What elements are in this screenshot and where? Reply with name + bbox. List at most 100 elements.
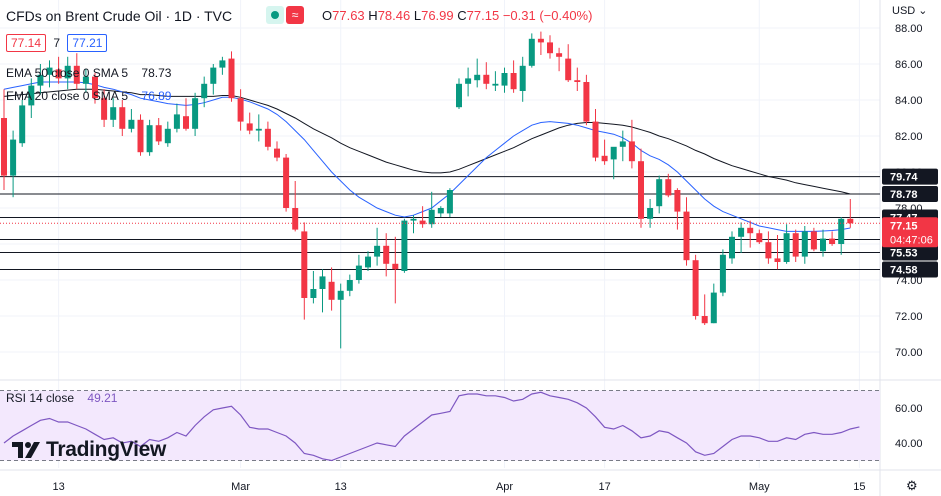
candle-body (683, 211, 690, 261)
rsi-line (3, 391, 860, 462)
candle-body (510, 73, 517, 90)
candle-body (574, 80, 581, 82)
x-tick-label: 15 (853, 481, 865, 493)
candle-body (92, 76, 98, 99)
x-tick-label: Apr (496, 481, 513, 493)
bid-box[interactable]: 77.14 (6, 34, 47, 52)
symbol-title[interactable]: CFDs on Brent Crude Oil · 1D · TVC (6, 8, 233, 24)
candle-body (701, 316, 708, 324)
rsi-band (0, 390, 880, 461)
candle-body (255, 128, 262, 131)
currency-label[interactable]: USD ⌄ (892, 5, 928, 17)
candle-body (392, 263, 399, 270)
spread-value: 7 (53, 36, 61, 50)
candle-body (401, 220, 408, 271)
candle-body (619, 141, 626, 147)
candle-body (565, 58, 572, 81)
candle-body (756, 233, 763, 243)
candle-body (647, 208, 654, 219)
price-level-label: 79.74 (890, 172, 918, 184)
candle-body (838, 218, 845, 244)
candle-body (192, 98, 199, 129)
candle-body (137, 119, 144, 153)
ohlc-readout: O77.63 H78.46 L76.99 C77.15 −0.31 (−0.40… (322, 8, 593, 23)
candle-body (82, 76, 89, 84)
candle-body (583, 82, 590, 122)
candle-body (28, 85, 35, 106)
market-status-icon[interactable] (266, 6, 284, 24)
x-tick-label: 13 (335, 481, 347, 493)
tradingview-logo-icon (12, 442, 40, 458)
candle-body (319, 276, 326, 289)
candle-body (292, 208, 299, 230)
candle-body (355, 265, 362, 280)
candle-body (829, 238, 836, 244)
ema20-legend[interactable]: EMA 20 close 0 SMA 5 76.89 (6, 89, 172, 103)
candle-body (410, 218, 417, 221)
candle-body (437, 208, 444, 214)
last-price-tag (882, 217, 938, 248)
candle-body (465, 78, 472, 84)
candle-body (474, 74, 481, 81)
candle-body (747, 227, 754, 234)
candle-body (592, 121, 599, 158)
settings-gear-icon[interactable]: ⚙ (906, 478, 918, 493)
ema20-line (3, 81, 851, 232)
candle-body (601, 155, 608, 162)
ema50-legend[interactable]: EMA 50 close 0 SMA 5 78.73 (6, 66, 172, 80)
rsi-tick-label: 60.00 (895, 403, 923, 415)
candle-body (547, 42, 553, 54)
bid-ask-row: 77.14 7 77.21 (6, 34, 108, 52)
candle-body (638, 161, 644, 219)
close-value: 77.15 (466, 8, 500, 23)
candle-body (283, 157, 290, 208)
candle-body (456, 83, 462, 108)
tradingview-logo[interactable]: TradingView (10, 438, 166, 462)
candle-body (801, 231, 808, 257)
candle-body (173, 114, 180, 129)
candle-body (128, 119, 135, 129)
candle-body (374, 245, 381, 257)
candle-body (328, 281, 335, 300)
candle-body (656, 179, 663, 207)
price-level-tag (882, 261, 938, 278)
ema20-value: 76.89 (141, 89, 172, 103)
candle-body (820, 238, 826, 252)
candle-body (665, 179, 672, 196)
candle-body (337, 290, 344, 300)
candle-body (810, 231, 817, 250)
candle-body (519, 65, 526, 91)
wave-icon[interactable]: ≈ (286, 6, 304, 24)
candle-body (765, 242, 772, 259)
candle-body (428, 209, 435, 225)
candle-body (274, 148, 280, 158)
candle-body (783, 233, 790, 262)
candle-body (528, 38, 535, 66)
y-tick-label: 84.00 (895, 95, 923, 107)
candle-body (774, 258, 781, 262)
candle-body (301, 231, 308, 298)
x-tick-label: 17 (598, 481, 610, 493)
candle-body (1, 118, 7, 176)
candle-body (346, 280, 353, 291)
last-price-label: 77.15 (890, 220, 918, 232)
candle-body (210, 67, 217, 84)
candle-body (46, 67, 53, 75)
price-level-label: 74.58 (890, 265, 918, 277)
rsi-legend[interactable]: RSI 14 close 49.21 (6, 391, 118, 405)
y-tick-label: 86.00 (895, 59, 923, 71)
candle-body (228, 58, 235, 99)
ema50-value: 78.73 (141, 66, 172, 80)
candle-body (537, 38, 544, 43)
ask-box[interactable]: 77.21 (67, 34, 108, 52)
candle-body (556, 53, 563, 57)
candle-body (101, 98, 108, 120)
candle-body (792, 233, 799, 257)
candle-body (719, 254, 726, 293)
candle-body (446, 190, 453, 214)
open-value: 77.63 (332, 8, 365, 23)
candle-body (19, 105, 26, 144)
candle-body (246, 123, 253, 131)
candle-body (692, 260, 699, 316)
